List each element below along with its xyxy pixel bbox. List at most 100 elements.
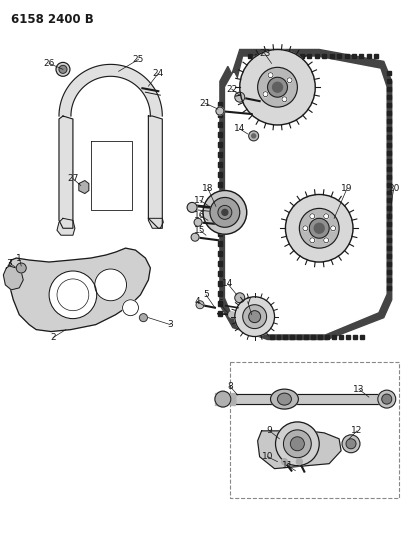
Bar: [386, 198, 390, 203]
Bar: [217, 152, 221, 157]
Bar: [217, 301, 221, 306]
Bar: [386, 87, 390, 91]
Polygon shape: [148, 219, 163, 228]
Bar: [359, 335, 363, 338]
Bar: [386, 222, 390, 227]
Circle shape: [191, 233, 198, 241]
Bar: [317, 335, 321, 338]
Bar: [386, 183, 390, 187]
Bar: [276, 335, 280, 338]
Polygon shape: [57, 219, 75, 235]
Circle shape: [248, 131, 258, 141]
Text: 25: 25: [133, 55, 144, 64]
Bar: [386, 278, 390, 282]
Bar: [226, 394, 230, 404]
Bar: [303, 335, 308, 338]
Bar: [217, 112, 221, 117]
Circle shape: [272, 82, 282, 92]
Text: 21: 21: [199, 99, 210, 108]
Text: 23: 23: [258, 49, 270, 58]
Bar: [386, 167, 390, 171]
Text: 2: 2: [50, 333, 56, 342]
Bar: [217, 271, 221, 276]
Bar: [386, 71, 390, 75]
Circle shape: [281, 97, 286, 102]
Bar: [217, 132, 221, 137]
Bar: [352, 335, 356, 338]
Circle shape: [257, 67, 297, 107]
Bar: [359, 54, 362, 59]
Polygon shape: [148, 116, 162, 228]
Text: 11: 11: [281, 461, 292, 470]
Bar: [386, 103, 390, 107]
Text: 20: 20: [387, 184, 398, 193]
Bar: [222, 393, 226, 405]
Bar: [336, 54, 340, 59]
Circle shape: [234, 297, 274, 336]
Circle shape: [251, 134, 255, 138]
Bar: [386, 151, 390, 155]
Bar: [277, 54, 281, 59]
Circle shape: [330, 226, 335, 231]
Polygon shape: [257, 431, 340, 469]
Bar: [217, 281, 221, 286]
Circle shape: [16, 263, 26, 273]
Bar: [217, 251, 221, 256]
Bar: [344, 54, 348, 59]
Circle shape: [299, 208, 338, 248]
Circle shape: [309, 238, 314, 243]
Circle shape: [283, 430, 310, 458]
Bar: [386, 175, 390, 179]
Text: 5: 5: [202, 290, 208, 300]
Circle shape: [267, 77, 287, 97]
Text: 13: 13: [352, 385, 364, 394]
Text: 10: 10: [261, 452, 273, 461]
Bar: [386, 95, 390, 99]
Text: 8: 8: [227, 382, 232, 391]
Bar: [307, 54, 310, 59]
Circle shape: [323, 214, 328, 219]
Bar: [214, 393, 218, 405]
Bar: [254, 54, 258, 59]
Polygon shape: [59, 116, 73, 228]
Circle shape: [59, 66, 67, 74]
Circle shape: [221, 209, 227, 215]
Bar: [338, 335, 342, 338]
Bar: [234, 394, 386, 404]
Bar: [217, 261, 221, 266]
Polygon shape: [90, 141, 132, 211]
Circle shape: [285, 195, 352, 262]
Bar: [386, 270, 390, 274]
Polygon shape: [7, 248, 150, 332]
Text: 26: 26: [43, 59, 55, 68]
Circle shape: [308, 219, 328, 238]
Ellipse shape: [277, 393, 291, 405]
Circle shape: [267, 72, 272, 78]
Bar: [331, 335, 335, 338]
Circle shape: [345, 439, 355, 449]
Bar: [386, 206, 390, 211]
Bar: [217, 142, 221, 147]
Text: 3: 3: [7, 259, 12, 268]
Text: 24: 24: [152, 69, 164, 78]
Text: 3: 3: [167, 320, 173, 329]
Polygon shape: [3, 266, 23, 290]
Text: 16: 16: [194, 211, 205, 220]
Bar: [386, 190, 390, 195]
Polygon shape: [225, 58, 385, 334]
Text: 27: 27: [67, 174, 79, 183]
Text: 19: 19: [340, 184, 352, 193]
Bar: [283, 335, 287, 338]
Circle shape: [187, 203, 197, 212]
Text: 17: 17: [194, 196, 205, 205]
Bar: [386, 135, 390, 139]
Bar: [373, 54, 378, 59]
Bar: [290, 335, 294, 338]
Bar: [314, 54, 318, 59]
Circle shape: [214, 391, 230, 407]
Circle shape: [49, 271, 97, 319]
Circle shape: [309, 214, 314, 219]
Circle shape: [302, 226, 307, 231]
Circle shape: [290, 437, 303, 451]
Bar: [262, 54, 266, 59]
